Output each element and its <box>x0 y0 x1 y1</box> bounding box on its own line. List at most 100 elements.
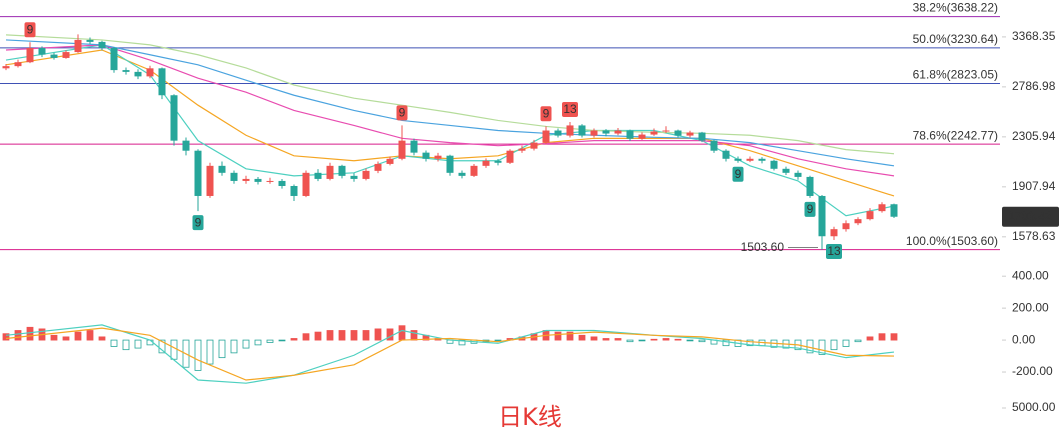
y-tick-label: 200.00 <box>1012 300 1049 314</box>
fib-label: 61.8%(2823.05) <box>913 68 998 82</box>
macd-bar <box>866 336 874 341</box>
macd-bar <box>242 339 250 349</box>
macd-bar <box>614 338 622 341</box>
td-marker-label: 9 <box>27 22 34 36</box>
candle-body <box>26 47 34 63</box>
candle-body <box>50 54 58 58</box>
candle-body <box>770 160 778 169</box>
candle-body <box>626 130 634 139</box>
candle-body <box>554 130 562 136</box>
candle-body <box>230 172 238 181</box>
td-marker <box>540 106 552 122</box>
candle-body <box>650 131 658 135</box>
y-tick-label: 1578.63 <box>1012 229 1056 243</box>
candle-body <box>122 70 130 72</box>
candle-body <box>350 175 358 179</box>
y-tick-label: 2305.94 <box>1012 129 1056 143</box>
td-marker <box>192 215 204 231</box>
candle-body <box>506 150 514 163</box>
td-marker-label: 9 <box>195 215 202 229</box>
macd-bar <box>662 338 670 341</box>
y-tick-label: 400.00 <box>1012 268 1049 282</box>
macd-bar <box>554 331 562 341</box>
candle-body <box>662 130 670 132</box>
candle-body <box>878 204 886 212</box>
candle-body <box>74 39 82 53</box>
candle-body <box>182 140 190 151</box>
macd-bar <box>314 331 322 341</box>
candle-body <box>434 155 442 159</box>
last-price-label: 1703.42 <box>1008 209 1052 223</box>
td-marker-label: 13 <box>563 102 577 116</box>
candle-body <box>890 204 898 217</box>
macd-bar <box>842 339 850 347</box>
candle-body <box>734 158 742 161</box>
macd-bar <box>698 339 706 343</box>
candle-body <box>158 68 166 96</box>
candle-body <box>290 185 298 196</box>
indicator-line <box>5 324 895 384</box>
macd-bar <box>374 328 382 341</box>
candle-body <box>746 158 754 161</box>
candle-body <box>818 195 826 237</box>
td-marker-label: 13 <box>827 244 841 258</box>
macd-bar <box>266 339 274 343</box>
annotation-label: 1503.60 <box>741 240 785 254</box>
macd-bar <box>398 325 406 341</box>
td-marker <box>732 166 744 182</box>
macd-bar <box>686 339 694 342</box>
td-marker-label: 9 <box>399 106 406 120</box>
fib-label: 38.2%(3638.22) <box>913 1 998 15</box>
fib-label: 50.0%(3230.64) <box>913 32 998 46</box>
macd-bar <box>578 334 586 341</box>
macd-bar <box>230 339 238 354</box>
td-marker-label: 9 <box>735 167 742 181</box>
macd-bar <box>590 336 598 341</box>
candle-body <box>638 134 646 139</box>
candle-body <box>698 132 706 141</box>
macd-bar <box>854 339 862 343</box>
indicator-line <box>5 327 895 381</box>
candle-body <box>14 62 22 67</box>
macd-bar <box>110 339 118 347</box>
macd-bar <box>170 339 178 360</box>
candle-body <box>830 229 838 237</box>
candle-body <box>494 160 502 163</box>
macd-bar <box>290 338 298 341</box>
y-tick-label: 0.00 <box>1012 332 1036 346</box>
td-marker-label: 9 <box>807 202 814 216</box>
y-tick-label: 1907.94 <box>1012 179 1056 193</box>
y-tick-label: 2786.98 <box>1012 79 1056 93</box>
macd-bar <box>206 339 214 365</box>
candle-body <box>2 66 10 69</box>
macd-bar <box>326 330 334 341</box>
macd-bar <box>638 339 646 342</box>
candle-body <box>482 160 490 166</box>
candle-body <box>722 150 730 159</box>
macd-bar <box>626 339 634 343</box>
macd-bar <box>158 339 166 354</box>
candle-body <box>866 211 874 220</box>
macd-bar <box>302 333 310 341</box>
candle-body <box>854 219 862 224</box>
candle-body <box>206 165 214 196</box>
candle-body <box>170 95 178 141</box>
macd-bar <box>2 333 10 341</box>
macd-bar <box>62 336 70 341</box>
macd-bar <box>746 339 754 347</box>
macd-bar <box>98 336 106 341</box>
macd-bar <box>494 339 502 342</box>
indicator-line <box>5 49 895 197</box>
candle-body <box>314 172 322 179</box>
indicator-line <box>5 39 895 167</box>
candle-body <box>794 172 802 177</box>
macd-bar <box>14 330 22 341</box>
macd-bar <box>134 339 142 349</box>
y-tick-label: -200.00 <box>1012 364 1053 378</box>
candle-body <box>530 142 538 149</box>
candle-body <box>470 165 478 176</box>
td-marker <box>396 105 408 121</box>
macd-bar <box>890 333 898 341</box>
